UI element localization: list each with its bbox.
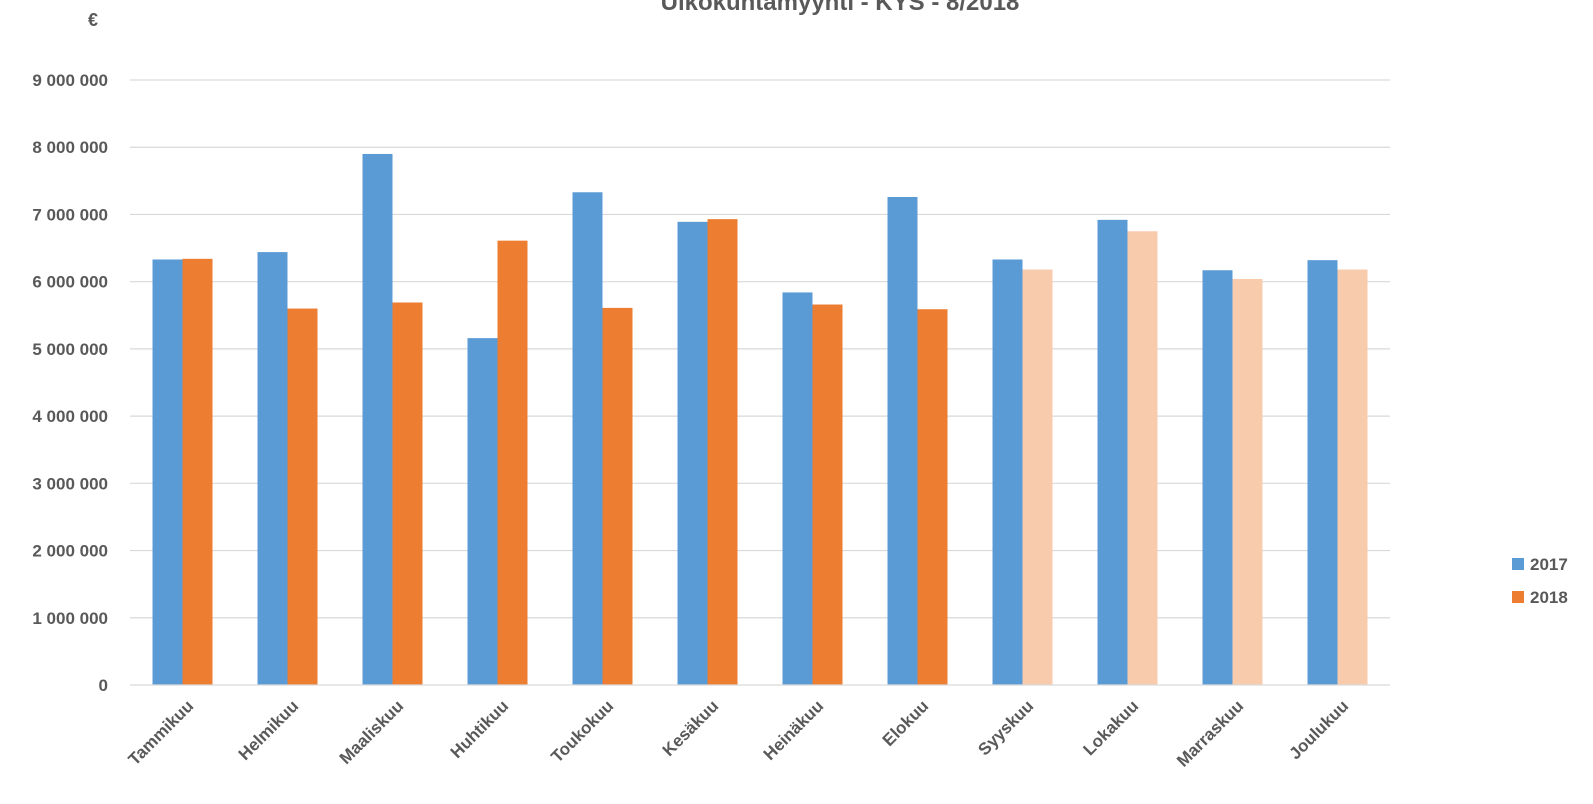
legend-label-2017: 2017 [1530, 555, 1568, 574]
bar-2017-helmikuu [257, 252, 288, 686]
x-category-label: Elokuu [879, 696, 933, 750]
bar-2018-marraskuu [1232, 278, 1263, 685]
bar-2017-huhtikuu [467, 338, 498, 685]
x-category-label: Helmikuu [235, 696, 303, 764]
bar-2017-toukokuu [572, 192, 603, 685]
y-tick-label: 3 000 000 [32, 474, 108, 493]
x-category-label: Marraskuu [1173, 696, 1247, 770]
bar-2017-elokuu [887, 196, 918, 685]
y-axis-unit-label: € [88, 10, 98, 30]
y-tick-label: 9 000 000 [32, 71, 108, 90]
x-category-label: Joulukuu [1285, 696, 1352, 763]
x-category-label: Tammikuu [125, 696, 198, 769]
legend-swatch-2017 [1512, 558, 1524, 570]
x-category-label: Toukokuu [547, 696, 617, 766]
x-category-label: Syyskuu [974, 696, 1037, 759]
legend-label-2018: 2018 [1530, 588, 1568, 607]
y-tick-label: 5 000 000 [32, 340, 108, 359]
y-tick-label: 2 000 000 [32, 542, 108, 561]
bar-2018-joulukuu [1337, 269, 1368, 685]
bar-2018-syyskuu [1022, 269, 1053, 685]
y-tick-label: 0 [99, 676, 108, 695]
legend-swatch-2018 [1512, 591, 1524, 603]
bar-2018-elokuu [917, 309, 948, 685]
bar-2018-tammikuu [182, 258, 213, 685]
x-category-label: Huhtikuu [447, 696, 513, 762]
bar-2017-maaliskuu [362, 153, 393, 685]
y-tick-label: 8 000 000 [32, 138, 108, 157]
y-tick-label: 4 000 000 [32, 407, 108, 426]
bar-2018-maaliskuu [392, 302, 423, 685]
bar-2017-tammikuu [152, 259, 183, 685]
y-axis-tick-labels: 0 1 000 000 2 000 000 3 000 000 4 000 000 5 0… [32, 71, 108, 695]
bar-2018-heinäkuu [812, 304, 843, 685]
bar-2018-huhtikuu [497, 240, 528, 685]
bar-2018-helmikuu [287, 308, 318, 685]
bars [152, 153, 1368, 686]
bar-2018-lokakuu [1127, 231, 1158, 685]
x-category-label: Maaliskuu [336, 696, 408, 768]
y-tick-label: 7 000 000 [32, 205, 108, 224]
bar-2018-kesäkuu [707, 219, 738, 685]
bar-2017-marraskuu [1202, 270, 1233, 685]
gridlines [130, 79, 1390, 619]
y-tick-label: 6 000 000 [32, 273, 108, 292]
x-category-label: Kesäkuu [659, 696, 723, 760]
chart-title: Ulkokuntamyynti - KYS - 8/2018 [661, 0, 1020, 16]
bar-2017-kesäkuu [677, 221, 708, 686]
bar-2017-heinäkuu [782, 292, 813, 685]
bar-2018-toukokuu [602, 307, 633, 685]
x-axis-category-labels: Tammikuu Helmikuu Maaliskuu Huhtikuu Toukoku… [125, 696, 1353, 770]
legend: 2017 2018 [1512, 555, 1568, 607]
bar-2017-syyskuu [992, 259, 1023, 685]
x-category-label: Lokakuu [1079, 696, 1142, 759]
bar-2017-lokakuu [1097, 219, 1128, 686]
y-tick-label: 1 000 000 [32, 609, 108, 628]
x-category-label: Heinäkuu [760, 696, 828, 764]
bar-2017-joulukuu [1307, 260, 1338, 685]
